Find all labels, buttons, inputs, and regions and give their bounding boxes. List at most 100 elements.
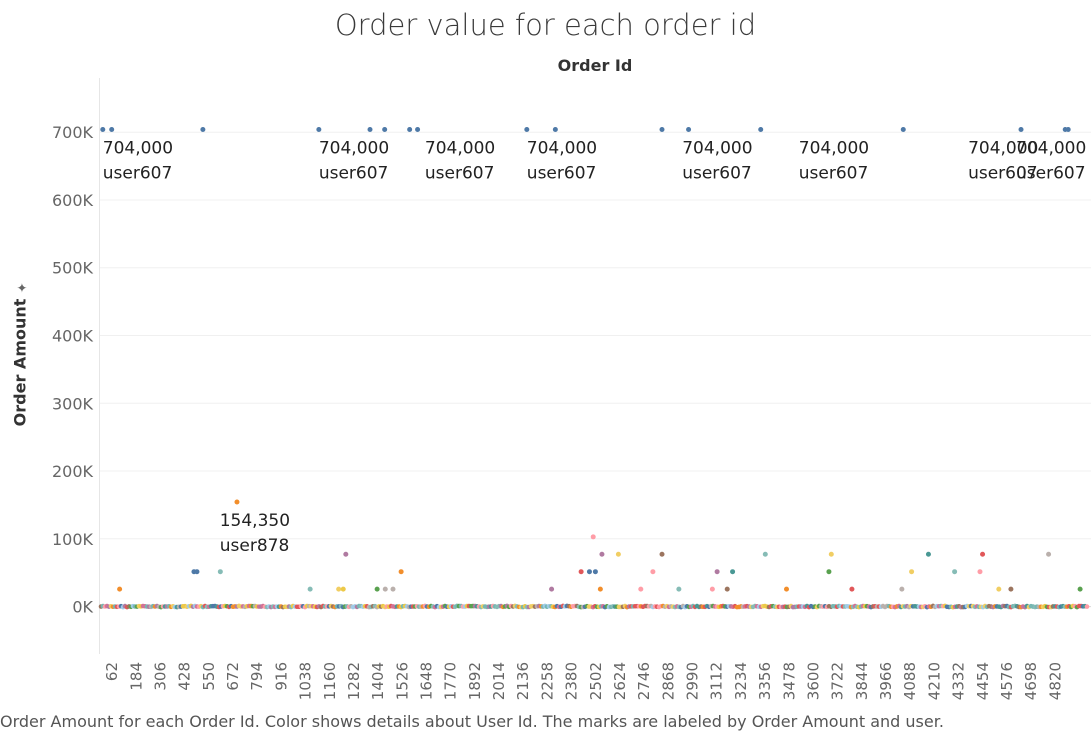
x-tick-label: 916 [272,662,290,691]
x-axis-title[interactable]: Order Id [557,56,633,75]
x-tick-label: 1282 [345,662,363,700]
x-tick-label: 2746 [635,662,653,700]
data-point[interactable] [316,127,322,133]
data-point[interactable] [552,127,558,133]
mark-label-amount: 704,000 [682,139,752,159]
y-tick-labels: 0K 100K 200K 300K 400K 500K 600K 700K [52,123,94,616]
x-tick-label: 4454 [974,662,992,700]
x-tick-label: 3234 [732,662,750,700]
data-point[interactable] [1077,586,1083,592]
data-point[interactable] [343,551,349,557]
x-tick-label: 4088 [901,662,919,700]
chart-title: Order value for each order id [334,8,757,42]
mark-label-user: user607 [1016,164,1086,184]
data-point[interactable] [686,127,692,133]
x-tick-label: 1770 [442,662,460,700]
data-point[interactable] [398,569,404,575]
data-point[interactable] [1008,586,1014,592]
data-point[interactable] [590,534,596,540]
scatter-plot[interactable]: 0K 100K 200K 300K 400K 500K 600K 700K 62 184 306 4… [0,0,1091,710]
data-point[interactable] [374,586,380,592]
data-point[interactable] [194,569,200,575]
data-point[interactable] [615,551,621,557]
x-tick-label: 1404 [369,662,387,700]
data-point[interactable] [597,586,603,592]
data-point[interactable] [100,127,106,133]
data-point[interactable] [980,551,986,557]
data-point[interactable] [390,586,396,592]
y-tick-label: 300K [52,394,94,413]
data-point[interactable] [549,586,555,592]
data-point[interactable] [900,127,906,133]
data-point[interactable] [730,569,736,575]
data-point[interactable] [762,551,768,557]
data-point[interactable] [996,586,1002,592]
data-point[interactable] [415,127,421,133]
mark-label-amount: 704,000 [425,139,495,159]
mark-label-user: user607 [799,164,869,184]
data-point[interactable] [784,586,790,592]
data-point[interactable] [724,586,730,592]
data-point[interactable] [828,551,834,557]
data-point[interactable] [234,499,240,505]
x-tick-label: 62 [103,662,121,681]
data-point[interactable] [638,586,644,592]
data-point[interactable] [578,569,584,575]
y-tick-label: 0K [72,598,93,617]
chart-caption: Order Amount for each Order Id. Color sh… [0,712,944,731]
data-point[interactable] [1065,127,1071,133]
data-point[interactable] [586,569,592,575]
data-point[interactable] [382,586,388,592]
x-tick-label: 4698 [1022,662,1040,700]
data-point[interactable] [340,586,346,592]
x-tick-label: 3966 [877,662,895,700]
data-point[interactable] [709,586,715,592]
data-point[interactable] [826,569,832,575]
x-tick-label: 2990 [684,662,702,700]
data-point[interactable] [599,551,605,557]
data-point[interactable] [367,127,373,133]
data-point[interactable] [676,586,682,592]
x-tick-label: 2502 [587,662,605,700]
data-point[interactable] [109,127,115,133]
data-point[interactable] [524,127,530,133]
data-point[interactable] [217,569,223,575]
data-point[interactable] [659,551,665,557]
x-tick-label: 2014 [490,662,508,700]
x-tick-label: 4576 [998,662,1016,700]
data-point[interactable] [659,127,665,133]
data-point[interactable] [407,127,413,133]
data-point[interactable] [117,586,123,592]
data-point[interactable] [307,586,313,592]
mark-label-user: user607 [682,164,752,184]
x-tick-label: 672 [224,662,242,691]
data-point[interactable] [1046,551,1052,557]
data-point[interactable] [849,586,855,592]
x-tick-label: 1526 [393,662,411,700]
data-point[interactable] [977,569,983,575]
data-point[interactable] [758,127,764,133]
data-point[interactable] [1018,127,1024,133]
baseline-mark[interactable] [1084,604,1090,609]
y-tick-label: 200K [52,462,94,481]
data-point[interactable] [909,569,915,575]
y-tick-label: 600K [52,191,94,210]
data-point[interactable] [899,586,905,592]
data-point[interactable] [200,127,206,133]
data-point[interactable] [650,569,656,575]
data-point[interactable] [952,569,958,575]
y-tick-label: 400K [52,327,94,346]
data-points [100,127,1083,592]
x-tick-label: 1160 [321,662,339,700]
data-point[interactable] [592,569,598,575]
data-point[interactable] [925,551,931,557]
x-tick-label: 3600 [804,662,822,700]
x-tick-labels: 62 184 306 428 550 672 794 916 1038 1160 1282 1404 1… [103,662,1064,700]
data-point[interactable] [714,569,720,575]
data-point[interactable] [382,127,388,133]
x-tick-label: 794 [248,662,266,691]
x-tick-label: 428 [176,662,194,691]
x-tick-label: 2258 [538,662,556,700]
data-point[interactable] [336,586,342,592]
x-tick-label: 2380 [563,662,581,700]
